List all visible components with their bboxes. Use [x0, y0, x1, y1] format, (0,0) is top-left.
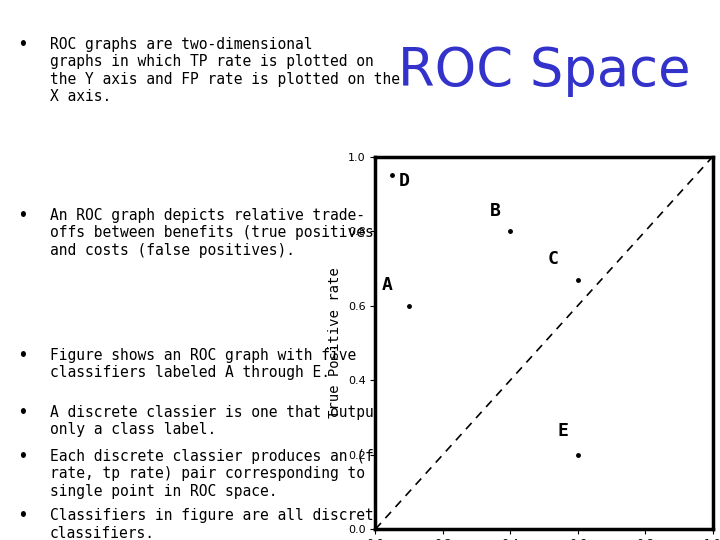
Text: •: • [18, 348, 27, 363]
Text: •: • [18, 405, 27, 420]
Text: Figure shows an ROC graph with five
classifiers labeled A through E.: Figure shows an ROC graph with five clas… [50, 348, 356, 380]
Y-axis label: True Positive rate: True Positive rate [328, 267, 342, 418]
Text: ROC graphs are two-dimensional
graphs in which TP rate is plotted on
the Y axis : ROC graphs are two-dimensional graphs in… [50, 37, 400, 104]
Text: An ROC graph depicts relative trade-
offs between benefits (true positives)
and : An ROC graph depicts relative trade- off… [50, 208, 382, 258]
Text: •: • [18, 449, 27, 464]
Text: Each discrete classier produces an (fp
rate, tp rate) pair corresponding to a
si: Each discrete classier produces an (fp r… [50, 449, 382, 498]
Text: •: • [18, 208, 27, 223]
Text: •: • [18, 37, 27, 52]
Text: B: B [490, 202, 501, 220]
Text: C: C [547, 251, 558, 268]
Text: E: E [557, 422, 569, 440]
Text: A: A [382, 276, 393, 294]
Text: Classifiers in figure are all discrete
classifiers.: Classifiers in figure are all discrete c… [50, 509, 382, 540]
Text: ROC Space: ROC Space [398, 45, 690, 97]
Text: •: • [18, 509, 27, 523]
Text: D: D [399, 172, 410, 190]
Text: A discrete classier is one that outputs
only a class label.: A discrete classier is one that outputs … [50, 405, 391, 437]
